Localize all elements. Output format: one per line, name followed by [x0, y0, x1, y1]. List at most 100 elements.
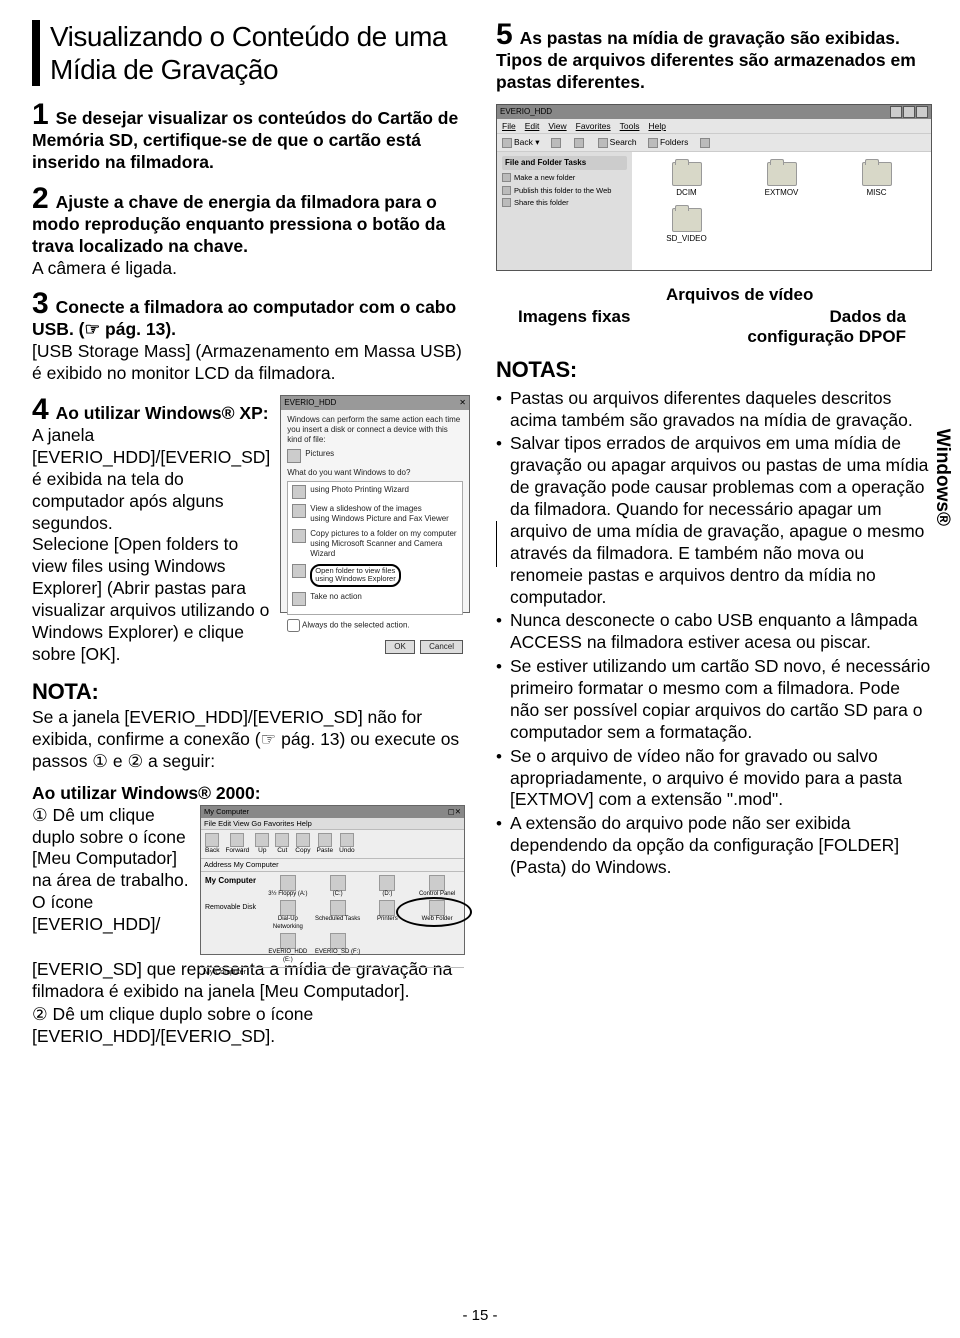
cancel-button[interactable]: Cancel: [420, 640, 463, 654]
drive-label: EVERIO_SD (F:): [314, 949, 362, 957]
drive-icon-img: [330, 900, 346, 916]
page-number: - 15 -: [0, 1307, 960, 1326]
folder-label: EXTMOV: [739, 188, 824, 198]
dialog-pictures: Pictures: [305, 449, 334, 459]
step-body2: Selecione [Open folders to view files us…: [32, 534, 270, 665]
toolbar-button[interactable]: Copy: [295, 833, 310, 855]
toolbar-button[interactable]: Up: [255, 833, 269, 855]
option-row[interactable]: Open folder to view filesusing Windows E…: [292, 564, 458, 587]
toolbar-icon: [340, 833, 354, 847]
toolbar[interactable]: Back ▾ Search Folders: [497, 134, 931, 152]
task-icon: [502, 198, 511, 207]
drive-label: Dial-Up Networking: [264, 916, 312, 931]
toolbar-label: Copy: [295, 847, 310, 855]
drive-label: Control Panel: [413, 891, 461, 899]
nota-body: Se a janela [EVERIO_HDD]/[EVERIO_SD] não…: [32, 707, 470, 773]
step-1: 1 Se desejar visualizar os conteúdos do …: [32, 100, 470, 174]
option-row[interactable]: Copy pictures to a folder on my computer…: [292, 529, 458, 559]
task-link[interactable]: Publish this folder to the Web: [502, 186, 627, 195]
autoplay-dialog: EVERIO_HDD✕ Windows can perform the same…: [280, 395, 470, 613]
task-text: Share this folder: [514, 198, 569, 207]
drive-icon[interactable]: Web Folder: [413, 900, 461, 931]
menu-item[interactable]: File: [502, 121, 516, 131]
option-subtext: using Windows Picture and Fax Viewer: [310, 514, 449, 523]
option-row[interactable]: Take no action: [292, 592, 458, 606]
option-subtext: using Windows Explorer: [315, 574, 395, 583]
step-text: Se desejar visualizar os conteúdos do Ca…: [32, 108, 458, 172]
drive-label: (D:): [364, 891, 412, 899]
folder-icon: [672, 208, 702, 232]
toolbar-button[interactable]: Forward: [225, 833, 249, 855]
checkbox-label: Always do the selected action.: [302, 620, 410, 629]
window-controls[interactable]: [890, 106, 928, 118]
callout-video: Arquivos de vídeo: [666, 284, 813, 305]
notas-list: Pastas ou arquivos diferentes daqueles d…: [496, 388, 932, 879]
ok-button[interactable]: OK: [385, 640, 415, 654]
toolbar-icon: [275, 833, 289, 847]
folder-item[interactable]: EXTMOV: [739, 162, 824, 198]
search-button[interactable]: Search: [610, 137, 637, 147]
menubar[interactable]: File Edit View Favorites Tools Help: [497, 119, 931, 135]
option-icon: [292, 592, 306, 606]
menu-item[interactable]: Favorites: [576, 121, 611, 131]
toolbar-icon: [230, 833, 244, 847]
drive-icon[interactable]: (D:): [364, 875, 412, 899]
folders-button[interactable]: Folders: [660, 137, 688, 147]
callouts: Arquivos de vídeo Imagens fixas Dados da…: [496, 288, 932, 344]
toolbar-label: Back: [205, 847, 219, 855]
toolbar-button[interactable]: Paste: [316, 833, 333, 855]
notas-item: A extensão do arquivo pode não ser exibi…: [510, 813, 932, 879]
option-row[interactable]: View a slideshow of the imagesusing Wind…: [292, 504, 458, 524]
views-icon: [700, 138, 710, 148]
menubar[interactable]: File Edit View Go Favorites Help: [201, 818, 464, 830]
step-num: 2: [32, 182, 49, 215]
option-subtext: using Microsoft Scanner and Camera Wizar…: [310, 539, 442, 558]
drive-icon[interactable]: (C:): [314, 875, 362, 899]
folder-item[interactable]: SD_VIDEO: [644, 208, 729, 244]
step-2: 2 Ajuste a chave de energia da filmadora…: [32, 184, 470, 280]
drive-icon-img: [330, 875, 346, 891]
close-icon[interactable]: ✕: [459, 398, 466, 408]
folder-item[interactable]: DCIM: [644, 162, 729, 198]
back-button[interactable]: Back: [514, 137, 533, 147]
notas-item: Se o arquivo de vídeo não for gravado ou…: [510, 746, 932, 812]
step-body: A janela [EVERIO_HDD]/[EVERIO_SD] é exib…: [32, 425, 270, 534]
step-text: Conecte a filmadora ao computador com o …: [32, 297, 456, 339]
notas-item: Nunca desconecte o cabo USB enquanto a l…: [510, 610, 932, 654]
drive-icon[interactable]: Scheduled Tasks: [314, 900, 362, 931]
task-link[interactable]: Make a new folder: [502, 173, 627, 182]
menu-item[interactable]: Edit: [525, 121, 540, 131]
step-num: 1: [32, 98, 49, 131]
task-link[interactable]: Share this folder: [502, 198, 627, 207]
option-text: Copy pictures to a folder on my computer: [310, 529, 456, 538]
toolbar-button[interactable]: Back: [205, 833, 219, 855]
menu-item[interactable]: Help: [648, 121, 665, 131]
menu-item[interactable]: Tools: [620, 121, 640, 131]
drive-icon-img: [280, 933, 296, 949]
step-text: Ao utilizar Windows® XP:: [56, 403, 269, 423]
option-row[interactable]: using Photo Printing Wizard: [292, 485, 458, 499]
window-controls[interactable]: ▢✕: [448, 807, 461, 816]
drive-icon[interactable]: 3½ Floppy (A:): [264, 875, 312, 899]
menu-item[interactable]: View: [548, 121, 566, 131]
task-text: Publish this folder to the Web: [514, 186, 611, 195]
back-icon: [502, 138, 512, 148]
drive-icon[interactable]: EVERIO_HDD (E:): [264, 933, 312, 964]
section-title: Visualizando o Conteúdo de uma Mídia de …: [32, 20, 470, 86]
drive-icon[interactable]: Dial-Up Networking: [264, 900, 312, 931]
drive-icon[interactable]: EVERIO_SD (F:): [314, 933, 362, 964]
drive-icon-img: [379, 875, 395, 891]
toolbar-button[interactable]: Undo: [339, 833, 355, 855]
side-removable: Removable Disk: [205, 904, 257, 913]
address-bar[interactable]: Address My Computer: [201, 859, 464, 871]
w2000-step2: ② Dê um clique duplo sobre o ícone [EVER…: [32, 1004, 470, 1048]
dialog-title: EVERIO_HDD: [284, 398, 336, 408]
step-5: 5 As pastas na mídia de gravação são exi…: [496, 20, 932, 94]
folder-item[interactable]: MISC: [834, 162, 919, 198]
tasks-heading: File and Folder Tasks: [502, 156, 627, 170]
drive-icon[interactable]: Control Panel: [413, 875, 461, 899]
always-checkbox[interactable]: [287, 619, 300, 632]
drive-icon[interactable]: Printers: [364, 900, 412, 931]
callout-dados: Dados da: [829, 306, 906, 327]
toolbar-button[interactable]: Cut: [275, 833, 289, 855]
